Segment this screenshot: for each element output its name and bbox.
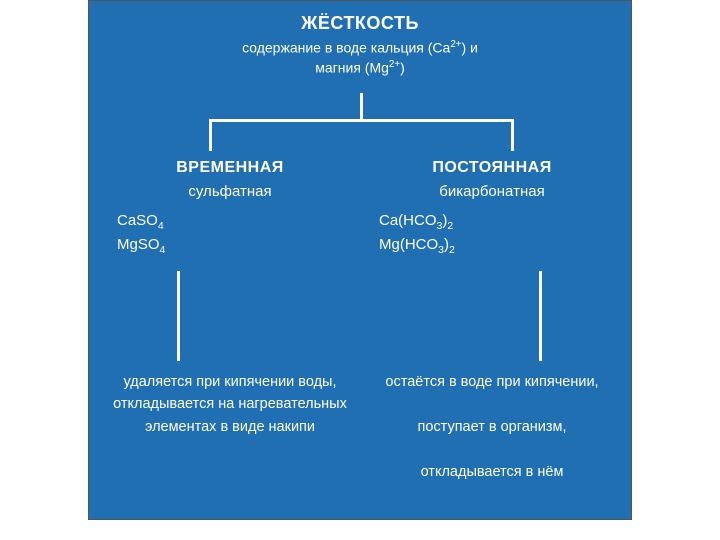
- connector-line: [177, 263, 180, 361]
- child-title: ПОСТОЯННАЯ: [377, 159, 607, 177]
- connector-line: [209, 119, 212, 151]
- child-title: ВРЕМЕННАЯ: [115, 159, 345, 177]
- connector-line: [539, 263, 542, 361]
- child-formulas: CaSO4MgSO4: [115, 210, 345, 257]
- description-permanent: остаётся в воде при кипячении,поступает …: [367, 361, 617, 493]
- child-formulas: Ca(HCO3)2Mg(HCO3)2: [377, 210, 607, 257]
- connector-line: [511, 119, 514, 151]
- child-subtitle: бикарбонатная: [377, 183, 607, 200]
- diagram-container: ЖЁСТКОСТЬ содержание в воде кальция (Ca2…: [88, 0, 632, 520]
- description-temporary: удаляется при кипячении воды, откладывае…: [105, 361, 355, 448]
- child-node-permanent: ПОСТОЯННАЯ бикарбонатная Ca(HCO3)2Mg(HCO…: [367, 151, 617, 271]
- connector-line: [360, 93, 363, 119]
- child-node-temporary: ВРЕМЕННАЯ сульфатная CaSO4MgSO4: [105, 151, 355, 271]
- child-subtitle: сульфатная: [115, 183, 345, 200]
- root-subtitle: содержание в воде кальция (Ca2+) и магни…: [223, 38, 497, 77]
- root-node: ЖЁСТКОСТЬ содержание в воде кальция (Ca2…: [215, 7, 505, 87]
- root-title: ЖЁСТКОСТЬ: [223, 13, 497, 34]
- connector-line: [209, 119, 514, 122]
